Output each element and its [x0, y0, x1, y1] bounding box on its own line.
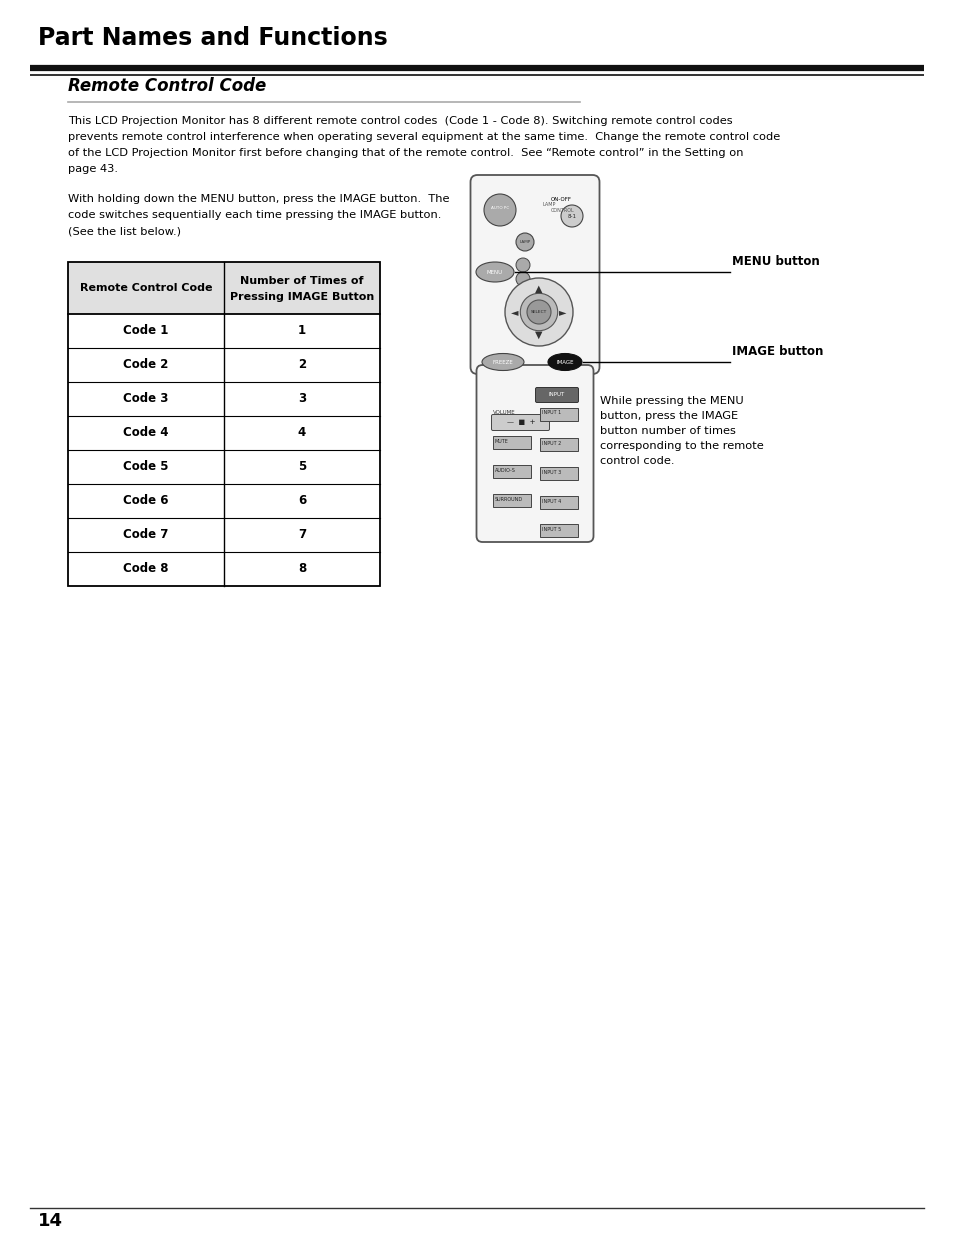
Text: INPUT 2: INPUT 2: [541, 441, 560, 446]
Text: Remote Control Code: Remote Control Code: [68, 77, 266, 95]
Text: INPUT: INPUT: [548, 393, 564, 398]
Text: Code 1: Code 1: [123, 325, 169, 337]
Text: of the LCD Projection Monitor first before changing that of the remote control. : of the LCD Projection Monitor first befo…: [68, 148, 742, 158]
Text: 5: 5: [297, 461, 306, 473]
Text: SELECT: SELECT: [530, 310, 547, 314]
Circle shape: [560, 205, 582, 227]
Text: button number of times: button number of times: [599, 426, 735, 436]
Bar: [68, 262, 379, 314]
Text: Number of Times of: Number of Times of: [240, 275, 363, 287]
Text: Part Names and Functions: Part Names and Functions: [38, 26, 387, 49]
Text: ►: ►: [558, 308, 566, 317]
Bar: [539, 408, 578, 421]
Text: IMAGE: IMAGE: [556, 359, 573, 364]
Text: INPUT 4: INPUT 4: [541, 499, 560, 504]
Text: MUTE: MUTE: [495, 438, 508, 445]
Text: LAMP: LAMP: [542, 203, 556, 207]
Text: control code.: control code.: [599, 456, 674, 466]
Text: ▲: ▲: [535, 284, 542, 294]
Text: Code 3: Code 3: [123, 393, 169, 405]
Text: SURROUND: SURROUND: [495, 496, 522, 501]
Text: Code 8: Code 8: [123, 562, 169, 576]
Text: CONTROL: CONTROL: [551, 207, 574, 212]
Text: corresponding to the remote: corresponding to the remote: [599, 441, 763, 451]
Text: (See the list below.): (See the list below.): [68, 226, 181, 236]
Circle shape: [516, 272, 530, 287]
Ellipse shape: [476, 262, 514, 282]
Text: 4: 4: [297, 426, 306, 440]
Text: MENU button: MENU button: [731, 254, 819, 268]
Text: button, press the IMAGE: button, press the IMAGE: [599, 411, 738, 421]
Circle shape: [516, 233, 534, 251]
Text: Code 5: Code 5: [123, 461, 169, 473]
Circle shape: [516, 258, 530, 272]
Ellipse shape: [547, 353, 581, 370]
Circle shape: [483, 194, 516, 226]
Text: Code 4: Code 4: [123, 426, 169, 440]
Text: Remote Control Code: Remote Control Code: [80, 283, 212, 293]
Text: page 43.: page 43.: [68, 164, 118, 174]
Bar: [539, 438, 578, 451]
Text: FREEZE: FREEZE: [492, 359, 513, 364]
Text: With holding down the MENU button, press the IMAGE button.  The: With holding down the MENU button, press…: [68, 194, 449, 204]
Circle shape: [504, 278, 573, 346]
Text: ◄: ◄: [511, 308, 518, 317]
Text: Code 2: Code 2: [123, 358, 169, 372]
Text: 8-1: 8-1: [567, 214, 576, 219]
Text: ON-OFF: ON-OFF: [550, 198, 571, 203]
Text: code switches sequentially each time pressing the IMAGE button.: code switches sequentially each time pre…: [68, 210, 441, 220]
Text: 14: 14: [38, 1212, 63, 1230]
Bar: [539, 467, 578, 480]
Text: Pressing IMAGE Button: Pressing IMAGE Button: [230, 291, 374, 303]
Text: This LCD Projection Monitor has 8 different remote control codes  (Code 1 - Code: This LCD Projection Monitor has 8 differ…: [68, 116, 732, 126]
Text: prevents remote control interference when operating several equipment at the sam: prevents remote control interference whe…: [68, 132, 780, 142]
Text: INPUT 3: INPUT 3: [541, 471, 560, 475]
FancyBboxPatch shape: [470, 175, 598, 374]
Text: MENU: MENU: [486, 269, 502, 274]
Text: 3: 3: [297, 393, 306, 405]
Text: INPUT 5: INPUT 5: [541, 527, 560, 532]
Bar: [493, 466, 531, 478]
Bar: [539, 524, 578, 537]
Text: 6: 6: [297, 494, 306, 508]
Bar: [493, 494, 531, 508]
Circle shape: [519, 293, 558, 331]
FancyBboxPatch shape: [476, 366, 593, 542]
Text: AUTO PC: AUTO PC: [491, 206, 509, 210]
Bar: [493, 436, 531, 450]
Text: 8: 8: [297, 562, 306, 576]
Text: INPUT 1: INPUT 1: [541, 410, 560, 415]
Text: Code 6: Code 6: [123, 494, 169, 508]
Text: LAMP: LAMP: [518, 240, 530, 245]
Ellipse shape: [481, 353, 523, 370]
Text: While pressing the MENU: While pressing the MENU: [599, 396, 743, 406]
Text: VOLUME: VOLUME: [493, 410, 515, 415]
Circle shape: [526, 300, 551, 324]
FancyBboxPatch shape: [491, 415, 549, 431]
Bar: [68, 262, 379, 585]
Text: —  ■  +: — ■ +: [506, 419, 535, 425]
FancyBboxPatch shape: [535, 388, 578, 403]
Text: ▼: ▼: [535, 330, 542, 340]
Text: 1: 1: [297, 325, 306, 337]
Text: 2: 2: [297, 358, 306, 372]
Text: Code 7: Code 7: [123, 529, 169, 541]
Text: IMAGE button: IMAGE button: [731, 345, 822, 358]
Bar: [539, 496, 578, 509]
Text: 7: 7: [297, 529, 306, 541]
Text: AUDIO-S: AUDIO-S: [495, 468, 516, 473]
